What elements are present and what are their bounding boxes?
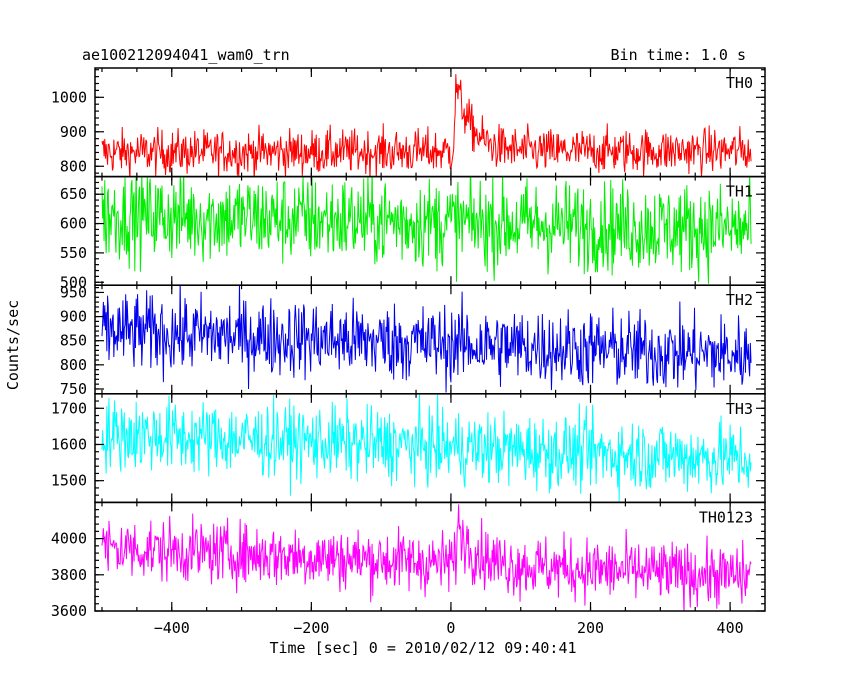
panel-frame: [94, 501, 766, 612]
panel-label-th1: TH1: [726, 183, 753, 201]
panel-label-th0: TH0: [726, 74, 753, 92]
y-tick-label: 850: [60, 332, 87, 350]
series-line-th0: [101, 74, 752, 177]
y-tick-label: 3800: [51, 566, 87, 584]
y-tick-label: 750: [60, 380, 87, 398]
panel-th0: 800 900 1000 TH0: [51, 67, 766, 178]
y-tick-label: 1700: [51, 399, 87, 417]
y-axis-label: Counts/sec: [4, 300, 22, 390]
x-tick-label: −400: [154, 619, 190, 637]
y-tick-label: 1600: [51, 435, 87, 453]
x-tick-label: 0: [446, 619, 455, 637]
panel-th3: 1500 1600 1700 TH3: [51, 393, 766, 504]
series-line-th0123: [101, 504, 752, 611]
y-tick-label: 800: [60, 356, 87, 374]
chart-title: ae100212094041_wam0_trn: [82, 46, 290, 64]
bin-time-label: Bin time: 1.0 s: [611, 46, 746, 64]
y-tick-label: 800: [60, 157, 87, 175]
panel-th2: 750 800 850 900 950 TH2: [60, 283, 766, 398]
panel-label-th0123: TH0123: [699, 508, 753, 526]
y-tick-label: 650: [60, 185, 87, 203]
panels-group: 800 900 1000 TH0 500 550 600 650 TH1 750 800 850 900…: [51, 67, 766, 637]
y-tick-label: 900: [60, 308, 87, 326]
y-tick-label: 600: [60, 215, 87, 233]
y-tick-label: 4000: [51, 530, 87, 548]
y-tick-label: 950: [60, 283, 87, 301]
y-tick-label: 1500: [51, 472, 87, 490]
panel-th1: 500 550 600 650 TH1: [60, 175, 766, 291]
y-tick-label: 550: [60, 244, 87, 262]
y-tick-label: 900: [60, 123, 87, 141]
x-tick-label: −200: [293, 619, 329, 637]
x-tick-label: 400: [717, 619, 744, 637]
y-tick-label: 500: [60, 273, 87, 291]
series-line-th2: [101, 285, 752, 393]
y-tick-label: 3600: [51, 602, 87, 620]
y-tick-label: 1000: [51, 88, 87, 106]
x-tick-label: 200: [577, 619, 604, 637]
x-axis-label: Time [sec] 0 = 2010/02/12 09:40:41: [269, 639, 576, 657]
series-line-th1: [101, 176, 752, 284]
panel-label-th2: TH2: [726, 291, 753, 309]
series-line-th3: [101, 393, 752, 503]
panel-th0123: 3600 3800 4000 TH0123: [51, 501, 766, 620]
panel-label-th3: TH3: [726, 400, 753, 418]
